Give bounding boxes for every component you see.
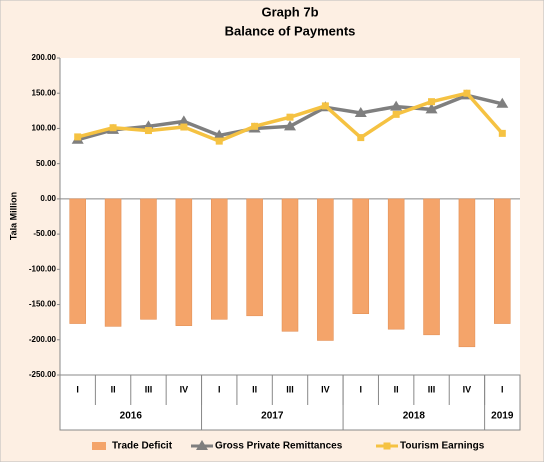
legend-label: Tourism Earnings <box>400 441 485 452</box>
x-tick-label: IV <box>180 384 189 394</box>
x-tick-label: I <box>76 384 79 394</box>
legend-marker <box>196 440 208 450</box>
x-tick-label: I <box>501 384 504 394</box>
bar <box>104 198 122 327</box>
line-marker <box>286 113 294 121</box>
bar <box>387 198 405 330</box>
bar <box>423 198 440 336</box>
line-marker <box>428 98 436 106</box>
chart-title: Graph 7b <box>261 4 318 19</box>
bar <box>69 198 86 324</box>
line-marker <box>177 115 190 126</box>
y-tick-label: 200.00 <box>32 53 57 62</box>
x-tick-label: I <box>218 384 221 394</box>
x-tick-label: III <box>428 384 436 394</box>
y-tick-label: -200.00 <box>29 335 57 344</box>
x-tick-label: III <box>145 384 153 394</box>
y-tick-label: -50.00 <box>33 229 56 238</box>
x-tick-label: II <box>111 384 116 394</box>
y-tick-label: 100.00 <box>32 124 57 133</box>
bar <box>352 198 370 314</box>
line-marker <box>321 102 329 110</box>
line-marker <box>498 129 506 137</box>
legend-label: Gross Private Remittances <box>215 441 343 452</box>
line-marker <box>74 133 82 141</box>
line-marker <box>425 103 438 114</box>
bar <box>317 198 334 341</box>
y-axis-label: Tala Million <box>8 192 18 240</box>
line-marker <box>392 110 400 118</box>
legend-marker <box>383 442 391 450</box>
x-tick-label: IV <box>463 384 472 394</box>
x-tick-label: III <box>286 384 294 394</box>
line-marker <box>354 106 367 117</box>
bar <box>246 198 263 317</box>
legend-label: Trade Deficit <box>112 441 173 452</box>
bar <box>175 198 193 326</box>
legend-swatch <box>92 442 106 450</box>
year-label: 2016 <box>120 411 143 422</box>
y-tick-label: -250.00 <box>29 370 57 379</box>
line-marker <box>144 127 152 135</box>
line-marker <box>213 129 226 140</box>
line-marker <box>109 124 117 132</box>
bar <box>494 198 511 324</box>
line-marker <box>251 122 259 130</box>
x-tick-label: I <box>360 384 363 394</box>
bar <box>140 198 157 320</box>
bar <box>281 198 299 332</box>
y-tick-label: -150.00 <box>29 300 57 309</box>
line-marker <box>180 123 188 131</box>
y-tick-label: -100.00 <box>29 264 57 273</box>
bar <box>458 198 476 348</box>
line-marker <box>215 137 223 145</box>
chart-subtitle: Balance of Payments <box>225 23 356 38</box>
line-marker <box>496 97 509 108</box>
line-marker <box>357 134 365 142</box>
category-axis-box <box>59 374 521 431</box>
y-tick-label: 150.00 <box>32 88 57 97</box>
x-tick-label: IV <box>321 384 330 394</box>
line-marker <box>463 89 471 97</box>
y-tick-label: 0.00 <box>40 194 56 203</box>
line-marker <box>284 120 296 131</box>
year-label: 2019 <box>491 411 514 422</box>
year-label: 2018 <box>403 411 426 422</box>
x-tick-label: II <box>394 384 399 394</box>
year-label: 2017 <box>261 411 284 422</box>
x-tick-label: II <box>252 384 257 394</box>
bar <box>210 198 228 320</box>
line-marker <box>390 100 403 111</box>
y-tick-label: 50.00 <box>36 159 57 168</box>
